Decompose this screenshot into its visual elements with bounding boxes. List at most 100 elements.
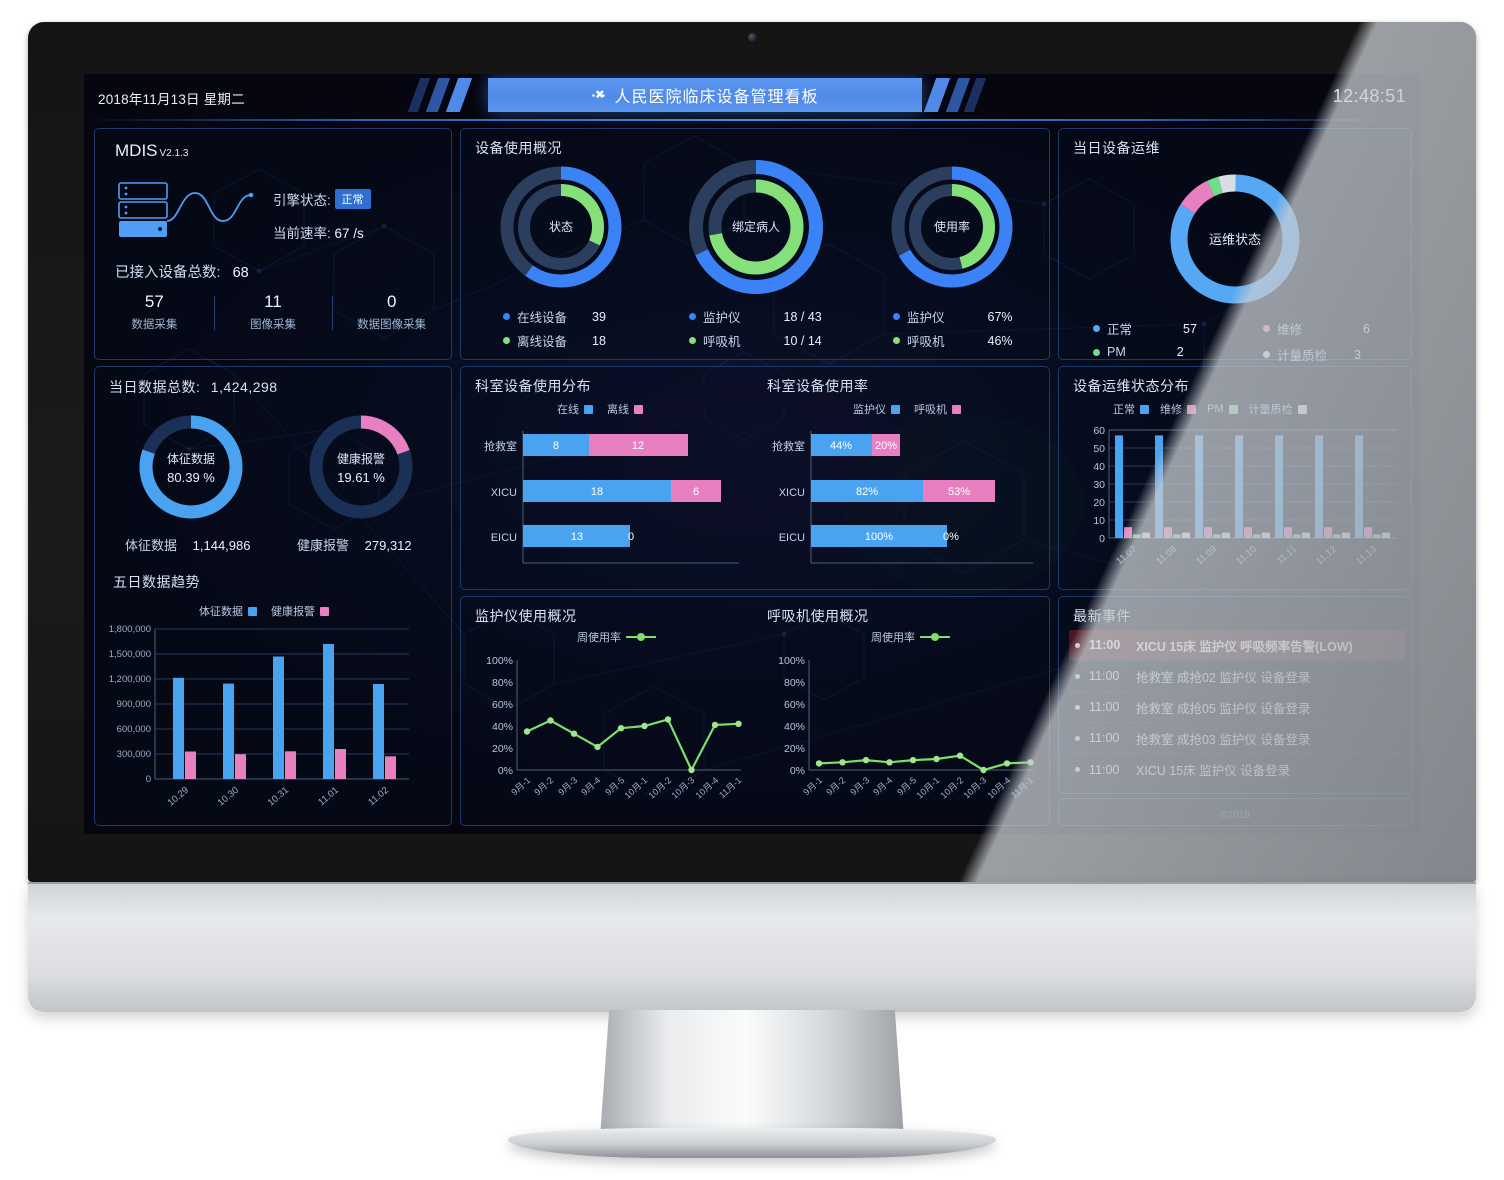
dept-utilization-legend: 监护仪 呼吸机 bbox=[853, 401, 961, 417]
event-row-0[interactable]: 11:00 XICU 15床 监护仪 呼吸频率告警(LOW) bbox=[1069, 630, 1405, 661]
legend-text-vent-week: 周使用率 bbox=[871, 632, 915, 644]
stat-label-2: 数据图像采集 bbox=[357, 319, 427, 331]
header-banner: 人民医院临床设备管理看板 bbox=[488, 78, 922, 112]
svg-text:300,000: 300,000 bbox=[117, 749, 151, 760]
legend-swatch-alarm bbox=[320, 606, 329, 616]
svg-text:11.07: 11.07 bbox=[1114, 544, 1139, 567]
legend-value-ventilator-bound: 10 / 14 bbox=[783, 333, 822, 348]
legend-item-util-vent: 呼吸机 bbox=[914, 401, 961, 417]
event-row-4[interactable]: 11:00 XICU 15床 监护仪 设备登录 bbox=[1069, 754, 1405, 785]
daily-total-title: 当日数据总数: 1,424,298 bbox=[109, 377, 278, 397]
legend-dot-monitor-util bbox=[893, 313, 900, 320]
panel-usage-lines: 监护仪使用概况 周使用率 100% 80% 60% 40% 20% bbox=[460, 596, 1050, 826]
panel-maintenance-distribution: 设备运维状态分布 正常 维修 PM 计量质检 bbox=[1058, 366, 1412, 590]
legend-label-offline: 离线设备 bbox=[517, 335, 568, 349]
ring-vital-footer: 体征数据 1,144,986 bbox=[125, 535, 250, 554]
svg-text:10.29: 10.29 bbox=[166, 785, 191, 809]
gauge-bound-patients: 绑定病人 bbox=[689, 160, 823, 294]
gauge-status-legend-0: 在线设备 39 bbox=[503, 307, 606, 326]
svg-text:EICU: EICU bbox=[779, 532, 805, 544]
legend-text-vital: 体征数据 bbox=[199, 606, 243, 618]
svg-text:18: 18 bbox=[591, 486, 603, 498]
ring-alarm-foot-label: 健康报警 bbox=[297, 538, 350, 553]
legend-dot-repair bbox=[1263, 325, 1270, 332]
legend-item-vent-week: 周使用率 bbox=[871, 629, 950, 645]
legend-swatch-util-monitor bbox=[891, 404, 900, 414]
svg-text:40%: 40% bbox=[492, 721, 513, 733]
legend-label-monitor-bound: 监护仪 bbox=[703, 311, 741, 325]
svg-text:6: 6 bbox=[693, 486, 699, 498]
legend-value-monitor-bound: 18 / 43 bbox=[783, 309, 822, 324]
device-usage-title: 设备使用概况 bbox=[475, 140, 562, 156]
event-text-1: 抢救室 成抢02 监护仪 设备登录 bbox=[1136, 670, 1311, 685]
svg-text:60: 60 bbox=[1093, 425, 1105, 437]
svg-text:9月-1: 9月-1 bbox=[509, 775, 532, 797]
svg-text:9月-1: 9月-1 bbox=[801, 775, 824, 797]
events-title: 最新事件 bbox=[1073, 608, 1131, 624]
legend-text-md-repair: 维修 bbox=[1160, 404, 1182, 416]
svg-text:11.12: 11.12 bbox=[1314, 544, 1339, 567]
event-text-0: XICU 15床 监护仪 呼吸频率告警(LOW) bbox=[1136, 639, 1353, 654]
legend-dot-metrology bbox=[1263, 351, 1270, 358]
current-rate-row: 当前速率: 67 /s bbox=[273, 222, 364, 242]
stat-value-1: 11 bbox=[264, 292, 282, 311]
legend-swatch-vital bbox=[248, 606, 257, 616]
monitor-usage-legend: 周使用率 bbox=[577, 629, 656, 645]
legend-value-repair: 6 bbox=[1363, 321, 1370, 336]
gauge-bound-legend-0: 监护仪 18 / 43 bbox=[689, 307, 822, 326]
gauge-bound-legend-1: 呼吸机 10 / 14 bbox=[689, 331, 822, 350]
svg-text:13: 13 bbox=[571, 531, 583, 543]
legend-swatch-md-pm bbox=[1228, 404, 1238, 414]
event-row-2[interactable]: 11:00 抢救室 成抢05 监护仪 设备登录 bbox=[1069, 692, 1405, 723]
legend-item-vital: 体征数据 bbox=[199, 603, 257, 619]
svg-text:0: 0 bbox=[146, 774, 151, 785]
panel-dept-charts: 科室设备使用分布 在线 离线 抢救室 XICU EICU bbox=[460, 366, 1050, 590]
legend-label-ventilator-bound: 呼吸机 bbox=[703, 335, 741, 349]
total-devices-label: 已接入设备总数: bbox=[115, 265, 221, 281]
svg-text:9月-4: 9月-4 bbox=[871, 775, 894, 797]
monitor-usage-title: 监护仪使用概况 bbox=[475, 608, 577, 624]
event-bullet-icon-0 bbox=[1075, 642, 1080, 648]
legend-value-normal: 57 bbox=[1183, 321, 1197, 336]
legend-item-md-normal: 正常 bbox=[1113, 401, 1149, 417]
legend-swatch-dist-offline bbox=[634, 404, 643, 414]
gauge-util-legend-1: 呼吸机 46% bbox=[893, 331, 1013, 350]
dept-utilization-chart: 抢救室 XICU EICU 44% 20% 82% 53% 100% 0% bbox=[772, 431, 1033, 564]
legend-label-online: 在线设备 bbox=[517, 311, 568, 325]
svg-text:20: 20 bbox=[1093, 497, 1105, 509]
svg-text:82%: 82% bbox=[856, 486, 878, 498]
event-text-2: 抢救室 成抢05 监护仪 设备登录 bbox=[1136, 701, 1311, 716]
gauge-status-legend-1: 离线设备 18 bbox=[503, 331, 606, 350]
event-row-3[interactable]: 11:00 抢救室 成抢03 监护仪 设备登录 bbox=[1069, 723, 1405, 754]
legend-text-md-metrology: 计量质检 bbox=[1248, 404, 1293, 416]
svg-text:80.39 %: 80.39 % bbox=[167, 470, 215, 485]
dashboard-header: 2018年11月13日 星期二 人民医院临床设备管理看板 12:48:51 bbox=[84, 74, 1420, 122]
svg-text:XICU: XICU bbox=[491, 487, 517, 499]
header-clock: 12:48:51 bbox=[1332, 86, 1406, 106]
svg-text:状态: 状态 bbox=[549, 220, 573, 234]
svg-text:绑定病人: 绑定病人 bbox=[732, 219, 780, 234]
svg-text:8: 8 bbox=[553, 440, 559, 452]
svg-text:使用率: 使用率 bbox=[934, 219, 970, 234]
maint-dist-legend: 正常 维修 PM 计量质检 bbox=[1113, 401, 1307, 417]
svg-text:20%: 20% bbox=[875, 440, 897, 452]
event-time-1: 11:00 bbox=[1089, 669, 1120, 683]
header-decor-left-1 bbox=[445, 78, 473, 112]
event-row-1[interactable]: 11:00 抢救室 成抢02 监护仪 设备登录 bbox=[1069, 661, 1405, 692]
dashboard-title: 人民医院临床设备管理看板 bbox=[614, 89, 819, 106]
legend-value-ventilator-util: 46% bbox=[987, 333, 1013, 348]
svg-text:100%: 100% bbox=[865, 531, 893, 543]
svg-text:10月-2: 10月-2 bbox=[647, 775, 674, 801]
panel-maintenance: 当日设备运维 运维状态 正常 57 PM 2 bbox=[1058, 128, 1412, 363]
stat-value-0: 57 bbox=[144, 292, 164, 311]
event-bullet-icon-4 bbox=[1075, 767, 1080, 772]
legend-value-offline: 18 bbox=[592, 333, 606, 348]
svg-text:44%: 44% bbox=[830, 440, 852, 452]
event-bullet-icon-3 bbox=[1075, 735, 1080, 741]
ventilator-usage-title: 呼吸机使用概况 bbox=[767, 608, 869, 624]
svg-text:11月-1: 11月-1 bbox=[717, 775, 743, 800]
gauge-status: 状态 bbox=[500, 166, 622, 288]
header-divider bbox=[84, 119, 1420, 121]
maint-distribution-chart: 60 50 40 30 20 10 0 bbox=[1093, 425, 1397, 567]
legend-item-md-repair: 维修 bbox=[1160, 401, 1196, 417]
